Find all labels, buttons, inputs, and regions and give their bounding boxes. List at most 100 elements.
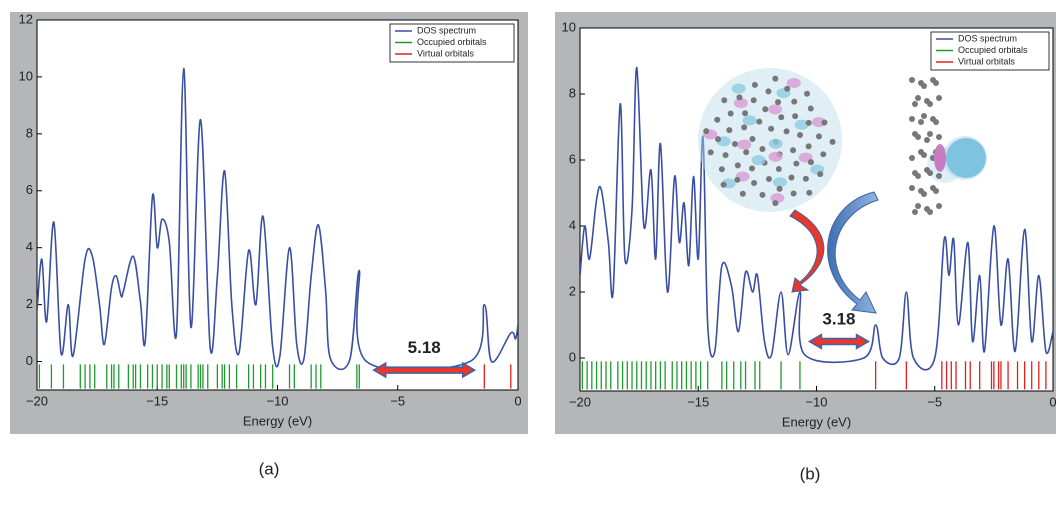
x-tick-label: −5	[927, 394, 942, 409]
atom	[912, 209, 918, 215]
y-tick-label: 2	[26, 296, 33, 311]
legend-label: Virtual orbitals	[417, 48, 474, 58]
y-tick-label: 6	[26, 182, 33, 197]
atom	[808, 159, 814, 165]
atom	[921, 113, 927, 119]
atom	[806, 120, 812, 126]
orbital-lobe	[946, 138, 986, 178]
orbital-lobe	[773, 177, 787, 187]
x-tick-label: −10	[266, 393, 288, 408]
atom	[912, 101, 918, 107]
atom	[759, 146, 765, 152]
atom	[817, 171, 823, 177]
panel-label: (a)	[259, 459, 280, 478]
atom	[936, 95, 942, 101]
gap-label: 3.18	[822, 310, 855, 329]
y-tick-label: 10	[19, 68, 33, 83]
orbital-lobe	[732, 84, 746, 94]
y-tick-label: 8	[569, 85, 576, 100]
atom	[806, 143, 812, 149]
atom	[927, 170, 933, 176]
y-tick-label: 4	[569, 217, 576, 232]
x-tick-label: −10	[805, 394, 827, 409]
atom	[791, 99, 797, 105]
panel-label: (b)	[800, 464, 821, 483]
atom	[924, 137, 930, 143]
orbital-lobe	[768, 152, 782, 162]
atom	[765, 88, 771, 94]
atom	[933, 80, 939, 86]
y-tick-label: 10	[562, 19, 576, 34]
y-tick-label: 4	[26, 239, 33, 254]
x-tick-label: −20	[26, 393, 48, 408]
atom	[909, 77, 915, 83]
atom	[751, 180, 757, 186]
atom	[918, 119, 924, 125]
atom	[806, 190, 812, 196]
atom	[915, 173, 921, 179]
atom	[804, 91, 810, 97]
x-tick-label: −20	[569, 394, 591, 409]
atom	[726, 127, 732, 133]
atom	[749, 136, 755, 142]
y-tick-label: 8	[26, 125, 33, 140]
legend-label: Occupied orbitals	[958, 45, 1028, 55]
atom	[816, 133, 822, 139]
legend-label: DOS spectrum	[417, 25, 476, 35]
atom	[821, 119, 827, 125]
orbital-lobe	[743, 115, 757, 125]
atom	[936, 203, 942, 209]
x-tick-label: −15	[687, 394, 709, 409]
atom	[751, 97, 757, 103]
legend-label: DOS spectrum	[958, 33, 1017, 43]
atom	[797, 132, 803, 138]
atom	[936, 134, 942, 140]
atom	[793, 161, 799, 167]
x-tick-label: 0	[514, 393, 521, 408]
atom	[766, 176, 772, 182]
atom	[721, 182, 727, 188]
atom	[915, 203, 921, 209]
atom	[723, 152, 729, 158]
x-axis-label: Energy (eV)	[782, 414, 851, 429]
atom	[808, 106, 814, 112]
atom	[762, 106, 768, 112]
orbital-lobe	[769, 139, 783, 149]
atom	[703, 128, 709, 134]
y-tick-label: 12	[19, 11, 33, 26]
atom	[915, 95, 921, 101]
atom	[742, 110, 748, 116]
x-tick-label: −15	[146, 393, 168, 408]
atom	[936, 173, 942, 179]
atom	[803, 176, 809, 182]
atom	[721, 97, 727, 103]
atom	[921, 83, 927, 89]
orbital-lobe	[934, 144, 946, 172]
atom	[909, 116, 915, 122]
y-tick-label: 0	[26, 353, 33, 368]
atom	[830, 139, 836, 145]
legend-label: Occupied orbitals	[417, 37, 487, 47]
y-tick-label: 6	[569, 151, 576, 166]
atom	[728, 110, 734, 116]
atom	[921, 152, 927, 158]
x-tick-label: 0	[1049, 394, 1056, 409]
atom	[921, 191, 927, 197]
atom	[909, 185, 915, 191]
atom	[743, 149, 749, 155]
x-tick-label: −5	[390, 393, 405, 408]
atom	[714, 117, 720, 123]
atom	[740, 191, 746, 197]
atom	[788, 175, 794, 181]
atom	[708, 149, 714, 155]
plot-area	[37, 20, 518, 390]
atom	[719, 166, 725, 172]
atom	[784, 128, 790, 134]
atom	[777, 186, 783, 192]
atom	[791, 190, 797, 196]
atom	[772, 200, 778, 206]
atom	[927, 131, 933, 137]
atom	[909, 155, 915, 161]
atom	[752, 82, 758, 88]
